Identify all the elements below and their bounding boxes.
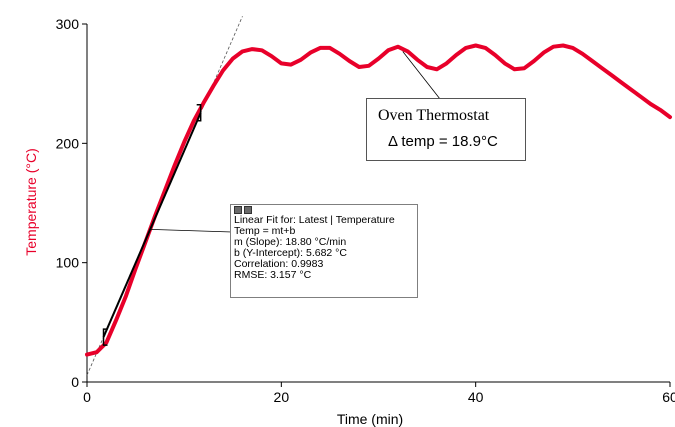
annotation-leaders	[150, 51, 441, 233]
y-tick-label: 300	[56, 16, 80, 32]
ticks: 0 20 40 60 0 100 200 300	[56, 16, 675, 405]
fit-line-intercept: b (Y-Intercept): 5.682 °C	[234, 247, 347, 259]
thermostat-annotation[interactable]: Oven Thermostat Δ temp = 18.9°C	[366, 98, 526, 161]
series-layer	[85, 43, 672, 357]
x-tick-label: 20	[274, 389, 290, 405]
x-tick-label: 40	[468, 389, 484, 405]
fit-line-equation: Temp = mt+b	[234, 225, 296, 237]
linear-fit-annotation[interactable]: Linear Fit for: Latest | Temperature Tem…	[230, 204, 418, 298]
fit-box-close-icon[interactable]	[244, 206, 252, 214]
fit-line-slope: m (Slope): 18.80 °C/min	[234, 236, 347, 248]
fit-range-start-bracket	[102, 328, 108, 346]
thermostat-annotation-leader	[402, 51, 441, 100]
fit-box-icons	[234, 205, 417, 215]
fit-annotation-leader	[150, 228, 233, 233]
thermostat-delta: Δ temp = 18.9°C	[388, 133, 498, 150]
fit-segment-line	[102, 112, 202, 338]
y-tick-label: 100	[56, 255, 80, 271]
y-tick-label: 200	[56, 135, 80, 151]
fit-line-title: Linear Fit for: Latest | Temperature	[234, 214, 395, 226]
axes	[86, 24, 670, 383]
thermostat-title: Oven Thermostat	[378, 107, 490, 124]
fit-line-correlation: Correlation: 0.9983	[234, 258, 324, 270]
x-tick-label: 0	[83, 389, 91, 405]
temperature-series-line	[85, 43, 672, 357]
fit-box-options-icon[interactable]	[234, 206, 242, 214]
x-tick-label: 60	[662, 389, 675, 405]
fit-line-rmse: RMSE: 3.157 °C	[234, 269, 312, 281]
y-axis-title: Temperature (°C)	[23, 148, 39, 256]
fit-range-end-bracket	[196, 103, 202, 122]
x-axis-title: Time (min)	[337, 411, 403, 427]
y-tick-label: 0	[71, 374, 79, 390]
